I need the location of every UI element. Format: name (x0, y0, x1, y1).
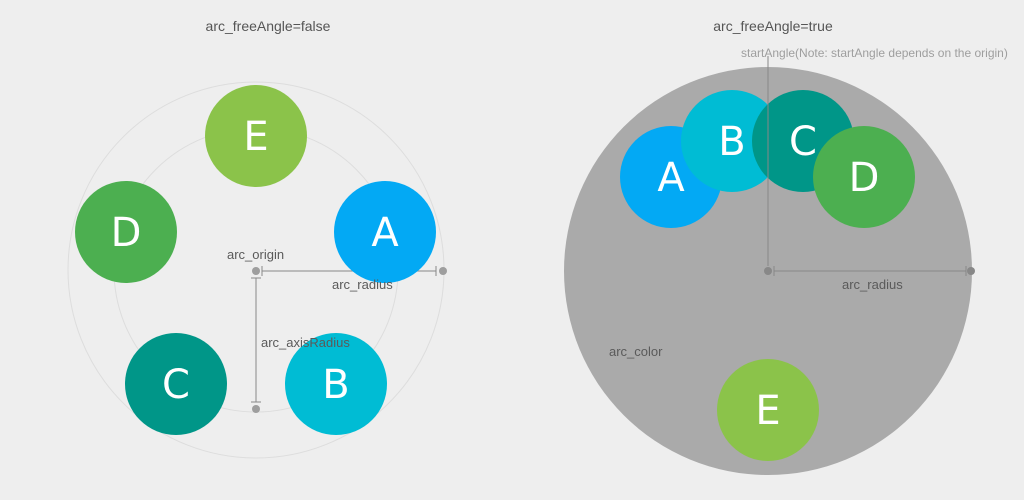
right-button-d[interactable] (813, 126, 915, 228)
left-button-d-label: D (111, 210, 142, 256)
right-button-b-label: B (718, 119, 745, 165)
right-radius-end-dot (967, 267, 975, 275)
right-radius-label: arc_radius (842, 277, 903, 292)
right-buttons-group: AB CD E (620, 90, 915, 461)
arc-color-label: arc_color (609, 344, 663, 359)
left-radius-label: arc_radius (332, 277, 393, 292)
right-button-d-label: D (849, 155, 880, 201)
axis-radius-end-dot (252, 405, 260, 413)
left-button-c[interactable] (125, 333, 227, 435)
right-button-e-label: E (755, 388, 780, 434)
left-button-a-label: A (371, 210, 399, 256)
right-button-b[interactable] (681, 90, 783, 192)
left-button-b-label: B (322, 362, 349, 408)
right-panel: AB CD E startAngle(Note: startAngle depend… (564, 46, 1008, 475)
axis-radius-label: arc_axisRadius (261, 335, 350, 350)
origin-dot (252, 267, 260, 275)
origin-label: arc_origin (227, 247, 284, 262)
left-buttons-group: A B C D E (75, 85, 436, 435)
right-button-e[interactable] (717, 359, 819, 461)
right-panel-title: arc_freeAngle=true (713, 18, 833, 34)
left-panel-title: arc_freeAngle=false (205, 18, 331, 34)
left-panel: A B C D E arc_origin arc_radius arc_axisRadi… (67, 81, 447, 459)
left-button-c-label: C (162, 362, 190, 408)
left-button-e-label: E (243, 114, 268, 160)
right-button-c-label: C (789, 119, 817, 165)
left-button-b[interactable] (285, 333, 387, 435)
left-button-a[interactable] (334, 181, 436, 283)
start-angle-note: startAngle(Note: startAngle depends on t… (741, 46, 1008, 60)
left-button-e[interactable] (205, 85, 307, 187)
left-button-d[interactable] (75, 181, 177, 283)
radius-end-dot (439, 267, 447, 275)
right-button-a-label: A (657, 155, 685, 201)
right-origin-dot (764, 267, 772, 275)
